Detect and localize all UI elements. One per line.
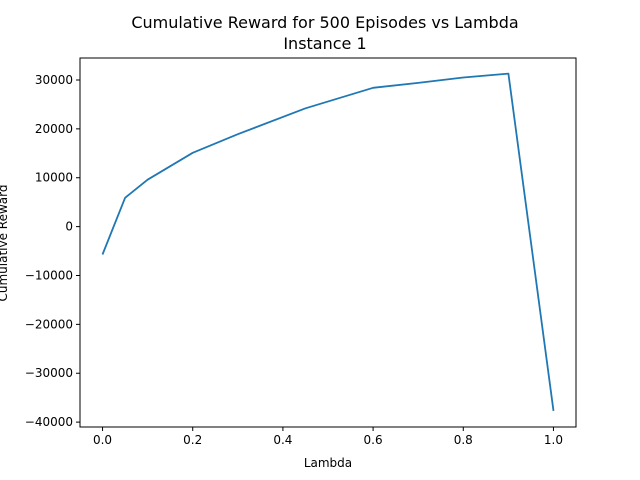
chart-subtitle: Instance 1: [283, 34, 366, 53]
x-tick-label: 0.0: [93, 433, 112, 447]
plot-frame: [79, 57, 577, 428]
y-tick-label: 0: [65, 220, 73, 234]
series-layer: [101, 72, 555, 412]
y-tick-label: 20000: [35, 122, 73, 136]
y-tick-label: 30000: [35, 73, 73, 87]
x-tick-label: 0.2: [183, 433, 202, 447]
x-tick-label: 0.6: [364, 433, 383, 447]
y-tick-label: −10000: [25, 268, 73, 282]
series-line: [101, 72, 555, 412]
x-tick-label: 0.8: [454, 433, 473, 447]
y-axis-label: Cumulative Reward: [0, 185, 10, 302]
y-axis-ticks: −40000 −30000 −20000 −10000 0 10000 20000 30000: [25, 73, 80, 429]
y-tick-label: −40000: [25, 415, 73, 429]
x-tick-label: 1.0: [544, 433, 563, 447]
y-tick-label: 10000: [35, 171, 73, 185]
x-axis-ticks: 0.0 0.2 0.4 0.6 0.8 1.0: [93, 427, 563, 447]
chart-title: Cumulative Reward for 500 Episodes vs La…: [131, 13, 518, 32]
y-tick-label: −20000: [25, 317, 73, 331]
x-axis-label: Lambda: [304, 456, 352, 470]
y-tick-label: −30000: [25, 366, 73, 380]
x-tick-label: 0.4: [273, 433, 292, 447]
